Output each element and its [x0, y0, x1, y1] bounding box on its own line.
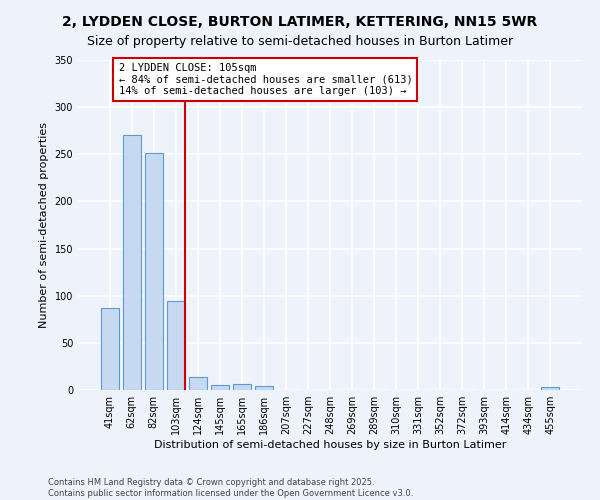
- Bar: [255, 386, 273, 390]
- Bar: [233, 384, 251, 390]
- Bar: [541, 387, 559, 390]
- Bar: [123, 136, 140, 390]
- X-axis label: Distribution of semi-detached houses by size in Burton Latimer: Distribution of semi-detached houses by …: [154, 440, 506, 450]
- Bar: [101, 308, 119, 390]
- Bar: [189, 377, 206, 390]
- Text: Size of property relative to semi-detached houses in Burton Latimer: Size of property relative to semi-detach…: [87, 35, 513, 48]
- Text: 2, LYDDEN CLOSE, BURTON LATIMER, KETTERING, NN15 5WR: 2, LYDDEN CLOSE, BURTON LATIMER, KETTERI…: [62, 15, 538, 29]
- Y-axis label: Number of semi-detached properties: Number of semi-detached properties: [39, 122, 49, 328]
- Bar: [145, 154, 163, 390]
- Bar: [167, 302, 185, 390]
- Text: Contains HM Land Registry data © Crown copyright and database right 2025.
Contai: Contains HM Land Registry data © Crown c…: [48, 478, 413, 498]
- Bar: [211, 386, 229, 390]
- Text: 2 LYDDEN CLOSE: 105sqm
← 84% of semi-detached houses are smaller (613)
14% of se: 2 LYDDEN CLOSE: 105sqm ← 84% of semi-det…: [119, 63, 412, 96]
